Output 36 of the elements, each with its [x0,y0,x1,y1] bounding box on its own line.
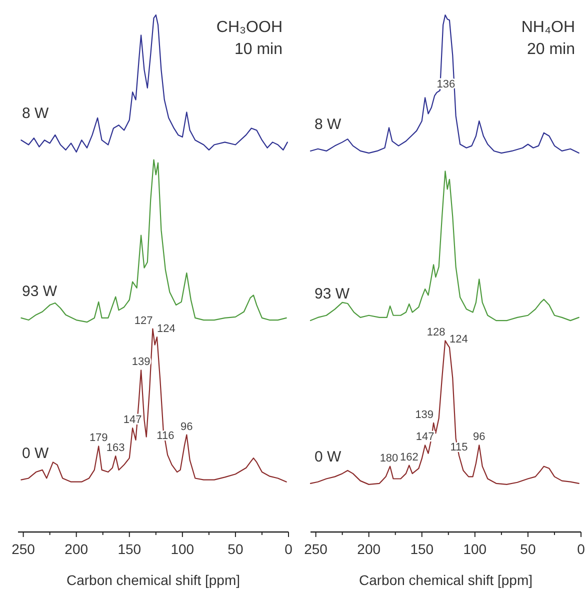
annotation: 128 [426,326,446,339]
annotation: 96 [180,420,193,433]
x-tick-label: 150 [410,541,434,557]
annotation: 124 [156,323,176,336]
series-label: 8 W [22,105,50,122]
series-label: 93 W [22,282,58,300]
annotation: 139 [132,356,150,368]
chart-title: NH₄OH [521,19,575,36]
x-tick-label: 50 [228,541,244,557]
x-tick-label: 100 [463,541,487,557]
annotation: 163 [106,442,125,454]
text: 20 min [526,41,575,58]
chart-title: CH₃OOH [216,19,282,36]
x-tick-label: 250 [304,541,328,557]
annotation: 180 [380,452,398,464]
annotation: 96 [473,431,486,444]
x-tick-label: 250 [12,541,36,557]
annotation: 127 [134,314,153,327]
x-tick-label: 200 [357,541,381,557]
x-tick-label: 0 [577,541,585,557]
annotation: 139 [415,408,434,421]
x-tick-label: 100 [170,541,194,557]
x-tick-label: 200 [64,541,88,557]
series-label: 8 W [314,116,342,133]
x-tick-label: 50 [520,541,536,557]
annotation: 162 [400,451,418,464]
series-label: 93 W [314,286,350,303]
x-axis-title: Carbon chemical shift [ppm] [358,572,533,588]
x-tick-label: 150 [118,541,142,557]
annotation: 124 [449,333,468,346]
text: 10 min [234,41,282,58]
series-label: 0 W [22,444,50,462]
series-label: 0 W [314,448,342,466]
annotation: 179 [89,432,108,444]
x-axis-title: Carbon chemical shift [ppm] [66,572,240,588]
x-tick-label: 0 [284,541,293,557]
